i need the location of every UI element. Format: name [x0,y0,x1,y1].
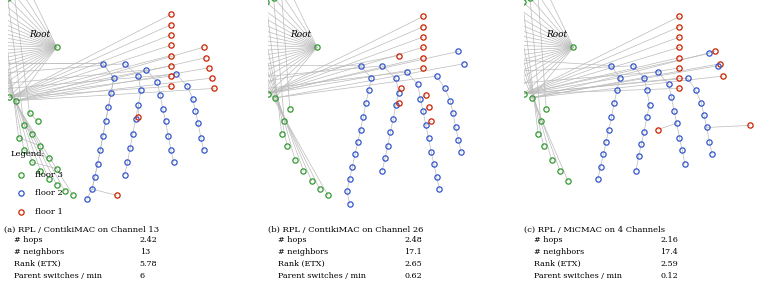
Text: Parent switches / min: Parent switches / min [524,272,622,280]
Text: 2.59: 2.59 [660,260,678,268]
Text: Root: Root [546,30,567,39]
Text: 2.65: 2.65 [404,260,422,268]
Text: # hops: # hops [268,236,307,244]
Text: Rank (ETX): Rank (ETX) [4,260,61,268]
Text: floor 1: floor 1 [35,208,63,216]
Text: 6: 6 [140,272,145,280]
Text: (b) RPL / ContikiMAC on Channel 26: (b) RPL / ContikiMAC on Channel 26 [268,226,423,233]
Text: 2.48: 2.48 [404,236,422,244]
Text: Parent switches / min: Parent switches / min [268,272,366,280]
Text: floor 2: floor 2 [35,189,63,197]
Text: 17.1: 17.1 [404,248,422,256]
Text: # hops: # hops [524,236,563,244]
Text: # neighbors: # neighbors [4,248,64,256]
Text: 2.42: 2.42 [140,236,158,244]
Text: # neighbors: # neighbors [524,248,584,256]
Text: Parent switches / min: Parent switches / min [4,272,102,280]
Text: Rank (ETX): Rank (ETX) [524,260,581,268]
Text: # hops: # hops [4,236,43,244]
Text: 5.78: 5.78 [140,260,158,268]
Text: 13: 13 [140,248,150,256]
Text: floor 3: floor 3 [35,171,63,179]
Text: Legend:: Legend: [11,150,45,158]
Text: # neighbors: # neighbors [268,248,328,256]
Text: Root: Root [30,30,51,39]
Text: Rank (ETX): Rank (ETX) [268,260,325,268]
Text: Root: Root [290,30,311,39]
Text: (a) RPL / ContikiMAC on Channel 13: (a) RPL / ContikiMAC on Channel 13 [4,226,159,233]
Text: 17.4: 17.4 [660,248,678,256]
Text: 0.62: 0.62 [404,272,422,280]
Text: 0.12: 0.12 [660,272,678,280]
Text: (c) RPL / MiCMAC on 4 Channels: (c) RPL / MiCMAC on 4 Channels [524,226,665,233]
Text: 2.16: 2.16 [660,236,678,244]
